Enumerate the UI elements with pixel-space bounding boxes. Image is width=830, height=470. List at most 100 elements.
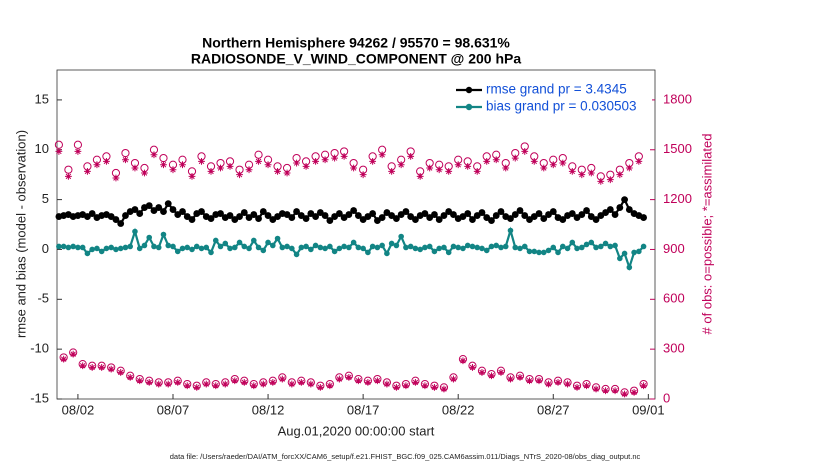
point [574,245,580,252]
obs-point [164,380,172,388]
point [384,250,390,257]
point [617,255,623,262]
point [555,249,561,256]
point [559,216,567,223]
point [640,214,647,221]
point [492,212,500,219]
point [507,215,514,222]
obs-point [117,369,125,376]
obs-point [592,385,600,393]
chart-subtitle: RADIOSONDE_V_WIND_COMPONENT @ 200 hPa [191,51,521,67]
x-tick-label: 08/17 [347,402,380,417]
point [431,248,438,255]
y2-tick-label: 1800 [663,91,692,106]
obs-point [65,172,72,180]
point [402,208,410,215]
point [535,210,543,217]
point [498,244,504,251]
point [240,209,248,216]
point [426,243,433,250]
obs-point [640,382,647,390]
obs-point [179,161,186,169]
x-tick-label: 08/12 [252,402,285,417]
obs-point [568,167,576,175]
obs-point [583,382,590,390]
x-tick-label: 08/27 [537,402,570,417]
point [369,210,377,217]
point [160,231,167,238]
obs-point [350,164,358,172]
point [502,243,509,250]
obs-point [297,378,305,386]
point [441,244,447,251]
point [212,237,219,244]
x-tick-label: 08/02 [62,402,95,417]
point [621,196,628,204]
obs-point [335,375,343,383]
point [170,243,176,250]
x-tick-label: 08/07 [157,402,190,417]
point [231,244,238,251]
obs-point [107,365,115,373]
obs-point [340,153,348,160]
point [141,242,148,249]
obs-point [354,377,362,385]
point [588,239,595,246]
obs-point [535,377,543,385]
obs-point [145,378,153,386]
point [393,242,400,249]
obs-point [450,375,457,383]
chart-title: Northern Hemisphere 94262 / 95570 = 98.6… [202,35,510,51]
y-tick-label: 15 [35,91,49,106]
point [378,214,386,221]
point [455,244,462,251]
point [308,246,314,253]
point [346,244,352,251]
obs-point [331,154,339,162]
point [341,243,347,250]
obs-point [93,161,101,169]
point [365,249,371,256]
plot-frame [56,69,656,400]
point [250,237,257,244]
point [198,208,205,215]
obs-point [255,157,262,165]
point [75,244,81,251]
point [469,243,476,250]
obs-point [526,377,533,385]
obs-point [388,167,396,175]
point [217,243,224,250]
point [265,239,271,246]
obs-point [459,357,467,365]
obs-point [378,151,386,159]
point [469,216,476,223]
obs-point [236,171,243,179]
point [179,245,186,252]
obs-point [488,372,495,380]
obs-point [507,375,514,383]
point [549,208,557,215]
point [412,216,419,223]
point [274,235,281,242]
obs-point [359,171,367,179]
obs-point [393,383,400,391]
point [108,244,114,251]
legend-label: bias grand pr = 0.030503 [486,99,637,114]
obs-point [554,378,562,386]
obs-point [136,377,144,385]
obs-point [103,157,110,165]
point [611,211,619,218]
point [345,211,353,218]
point [606,206,614,213]
y2-tick-label: 600 [663,291,685,306]
point [317,244,324,251]
point [488,217,495,224]
point [583,241,590,248]
obs-point [402,382,410,390]
obs-point [397,161,405,169]
point [569,239,576,246]
obs-point [616,171,624,179]
obs-point [307,380,315,388]
obs-point [126,373,134,381]
x-tick-label: 09/01 [632,402,665,417]
